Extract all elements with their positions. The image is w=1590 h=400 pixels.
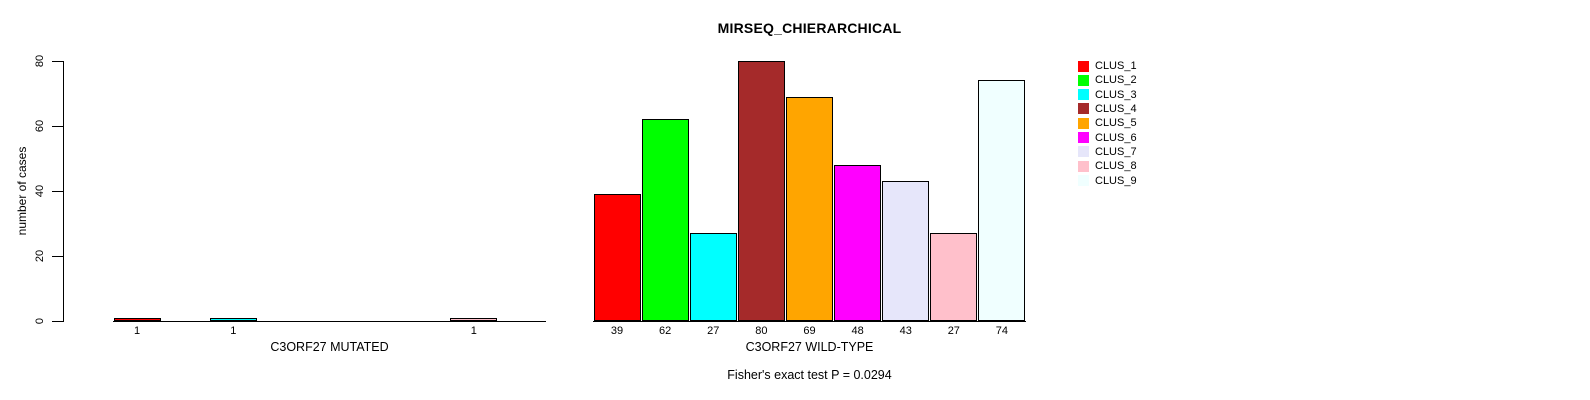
legend-label: CLUS_7 bbox=[1095, 145, 1137, 158]
legend-label: CLUS_4 bbox=[1095, 102, 1137, 115]
legend-item: CLUS_1 bbox=[1078, 59, 1137, 73]
legend-label: CLUS_3 bbox=[1095, 88, 1137, 101]
y-tick bbox=[52, 126, 63, 127]
legend-item: CLUS_4 bbox=[1078, 102, 1137, 116]
legend-swatch bbox=[1078, 160, 1089, 172]
bar bbox=[689, 233, 737, 321]
legend-swatch bbox=[1078, 146, 1089, 158]
y-axis-line bbox=[63, 61, 64, 322]
x-axis-line bbox=[113, 321, 546, 322]
bar bbox=[593, 194, 641, 321]
y-tick-label: 40 bbox=[34, 184, 46, 198]
legend-label: CLUS_5 bbox=[1095, 117, 1137, 130]
y-tick bbox=[52, 256, 63, 257]
legend-swatch bbox=[1078, 132, 1089, 144]
legend-item: CLUS_5 bbox=[1078, 116, 1137, 130]
bar-label: 1 bbox=[230, 325, 237, 337]
legend-item: CLUS_2 bbox=[1078, 73, 1137, 87]
y-tick-label: 60 bbox=[34, 119, 46, 133]
chart-title: MIRSEQ_CHIERARCHICAL bbox=[717, 20, 902, 36]
bar bbox=[930, 233, 978, 321]
bar-label: 27 bbox=[947, 325, 960, 337]
y-tick-label: 20 bbox=[34, 249, 46, 263]
y-tick-label: 80 bbox=[34, 54, 46, 68]
bar-label: 27 bbox=[707, 325, 720, 337]
legend-swatch bbox=[1078, 89, 1089, 101]
bar-label: 80 bbox=[755, 325, 768, 337]
legend-label: CLUS_8 bbox=[1095, 160, 1137, 173]
bar bbox=[209, 318, 257, 321]
bar bbox=[786, 97, 833, 321]
bar-label: 39 bbox=[610, 325, 624, 337]
bar bbox=[882, 181, 930, 321]
y-axis-label: number of cases bbox=[15, 146, 29, 236]
x-axis-line bbox=[593, 321, 1026, 322]
legend-label: CLUS_2 bbox=[1095, 74, 1137, 87]
legend-swatch bbox=[1078, 175, 1089, 187]
y-tick bbox=[52, 191, 63, 192]
legend-swatch bbox=[1078, 60, 1089, 72]
bar-label: 43 bbox=[899, 325, 912, 337]
bar-label: 1 bbox=[133, 325, 141, 337]
legend-item: CLUS_7 bbox=[1078, 145, 1137, 159]
fisher-exact-test-note: Fisher's exact test P = 0.0294 bbox=[727, 368, 892, 382]
legend-item: CLUS_9 bbox=[1078, 174, 1137, 188]
y-tick bbox=[52, 61, 63, 62]
legend-swatch bbox=[1078, 117, 1089, 129]
x-axis-label-mutated: C3ORF27 MUTATED bbox=[270, 340, 389, 354]
bar bbox=[737, 61, 785, 321]
bar bbox=[641, 119, 689, 321]
bar bbox=[978, 80, 1026, 321]
bar bbox=[834, 165, 882, 321]
bar-label: 1 bbox=[470, 325, 477, 337]
y-tick bbox=[52, 321, 63, 322]
bar-label: 69 bbox=[803, 325, 816, 337]
bar-label: 48 bbox=[851, 325, 864, 337]
y-tick-label: 0 bbox=[34, 317, 46, 325]
legend-swatch bbox=[1078, 103, 1089, 115]
legend-item: CLUS_8 bbox=[1078, 159, 1137, 173]
legend-label: CLUS_1 bbox=[1095, 60, 1137, 72]
legend-swatch bbox=[1078, 74, 1089, 86]
bar-label: 74 bbox=[995, 325, 1009, 337]
bar bbox=[450, 318, 498, 321]
bar-label: 62 bbox=[659, 325, 672, 337]
legend-label: CLUS_6 bbox=[1095, 131, 1137, 144]
bar bbox=[113, 318, 161, 321]
legend-item: CLUS_6 bbox=[1078, 131, 1137, 145]
legend-item: CLUS_3 bbox=[1078, 88, 1137, 102]
x-axis-label-wild-type: C3ORF27 WILD-TYPE bbox=[745, 340, 874, 354]
legend-label: CLUS_9 bbox=[1095, 174, 1137, 187]
